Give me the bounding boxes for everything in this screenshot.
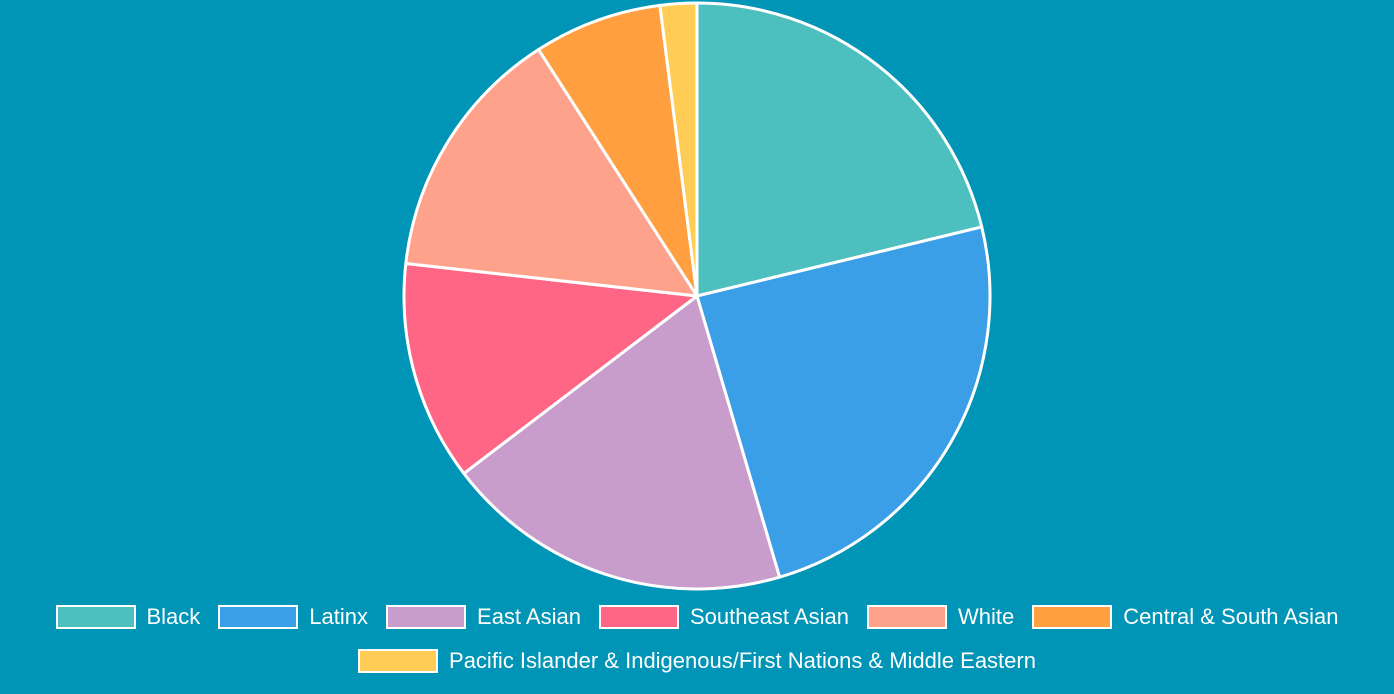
legend-swatch-southeast-asian bbox=[598, 605, 679, 629]
pie-chart-svg bbox=[402, 1, 992, 591]
legend-label-white: White bbox=[957, 604, 1015, 629]
legend-label-black: Black bbox=[146, 604, 201, 629]
legend-item-white[interactable]: White bbox=[866, 600, 1015, 634]
legend-swatch-pacific-islander-indigenous-middle-eastern bbox=[358, 649, 439, 673]
legend-item-latinx[interactable]: Latinx bbox=[218, 600, 368, 634]
pie-slice-latinx[interactable] bbox=[695, 225, 992, 579]
legend-item-southeast-asian[interactable]: Southeast Asian bbox=[598, 600, 849, 634]
pie-slice-pacific-islander-indigenous-first-nations-middle-eastern[interactable] bbox=[658, 1, 699, 298]
pie-slice-east-asian[interactable] bbox=[462, 294, 782, 591]
legend-swatch-latinx bbox=[218, 605, 299, 629]
legend-swatch-black bbox=[55, 605, 136, 629]
pie-slice-southeast-asian[interactable] bbox=[402, 262, 699, 475]
legend-swatch-central-south-asian bbox=[1032, 605, 1113, 629]
legend-item-black[interactable]: Black bbox=[55, 600, 201, 634]
legend-label-pacific-islander-indigenous-middle-eastern: Pacific Islander & Indigenous/First Nati… bbox=[449, 648, 1036, 673]
chart-legend: Black Latinx East Asian Southeast Asian … bbox=[0, 600, 1394, 678]
legend-item-central-south-asian[interactable]: Central & South Asian bbox=[1032, 600, 1338, 634]
legend-item-pacific-islander-indigenous-middle-eastern[interactable]: Pacific Islander & Indigenous/First Nati… bbox=[358, 644, 1036, 678]
pie-slice-black[interactable] bbox=[695, 1, 984, 298]
pie-chart bbox=[402, 1, 992, 591]
legend-label-latinx: Latinx bbox=[309, 604, 369, 629]
legend-label-east-asian: East Asian bbox=[477, 604, 581, 629]
legend-item-east-asian[interactable]: East Asian bbox=[386, 600, 581, 634]
legend-swatch-east-asian bbox=[386, 605, 467, 629]
legend-label-central-south-asian: Central & South Asian bbox=[1123, 604, 1339, 629]
legend-swatch-white bbox=[866, 605, 947, 629]
pie-slice-white[interactable] bbox=[404, 48, 699, 298]
pie-slice-central-south-asian[interactable] bbox=[537, 3, 699, 298]
legend-label-southeast-asian: Southeast Asian bbox=[689, 604, 849, 629]
